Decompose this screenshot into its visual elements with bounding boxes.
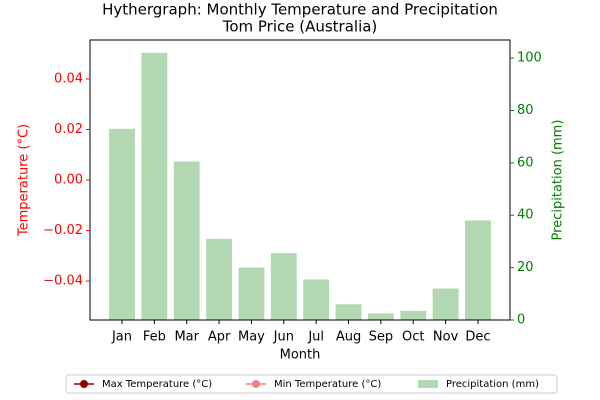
- legend-label: Max Temperature (°C): [102, 379, 212, 390]
- y-tick-label: 0.00: [54, 173, 83, 188]
- y-axis-label: Temperature (°C): [17, 124, 32, 237]
- chart-title: Hythergraph: Monthly Temperature and Pre…: [102, 1, 498, 19]
- y2-tick-label: 60: [517, 155, 534, 170]
- x-tick-label: Jan: [111, 330, 132, 345]
- x-tick-label: Apr: [208, 330, 231, 345]
- y2-tick-label: 40: [517, 208, 534, 223]
- x-tick-label: May: [238, 330, 265, 345]
- y-tick-label: 0.02: [54, 122, 83, 137]
- bar: [238, 267, 265, 320]
- legend-box: [65, 374, 558, 394]
- x-tick-label: Jul: [307, 330, 324, 345]
- y2-tick-label: 80: [517, 103, 534, 118]
- bar: [432, 288, 459, 320]
- y2-tick-label: 0: [517, 313, 525, 328]
- legend-marker: [80, 380, 88, 388]
- bar: [173, 161, 200, 320]
- x-tick-label: Nov: [433, 330, 459, 345]
- y2-tick-label: 20: [517, 260, 534, 275]
- y-tick-label: 0.04: [54, 71, 83, 86]
- x-tick-label: Dec: [465, 330, 490, 345]
- x-axis-label: Month: [280, 348, 321, 363]
- bar: [367, 313, 394, 320]
- bar: [141, 52, 168, 321]
- bar: [206, 238, 233, 320]
- bar: [465, 220, 491, 320]
- chart-subtitle: Tom Price (Australia): [222, 18, 378, 36]
- bar: [335, 304, 362, 320]
- legend-swatch: [418, 380, 438, 388]
- x-tick-label: Jun: [273, 330, 294, 345]
- bar: [109, 128, 135, 320]
- legend: Max Temperature (°C) Min Temperature (°C)…: [65, 374, 558, 394]
- y-tick-label: −0.04: [43, 274, 83, 289]
- x-tick-label: Oct: [402, 330, 424, 345]
- x-tick-label: Mar: [174, 330, 199, 345]
- x-tick-label: Sep: [369, 330, 394, 345]
- y2-axis-label: Precipitation (mm): [551, 120, 566, 241]
- bar: [270, 253, 297, 320]
- legend-marker: [252, 380, 260, 388]
- x-tick-label: Aug: [336, 330, 361, 345]
- y-tick-label: −0.02: [43, 223, 83, 238]
- y2-tick-label: 100: [517, 51, 542, 66]
- legend-label: Min Temperature (°C): [274, 379, 381, 390]
- bar: [303, 279, 330, 320]
- x-tick-label: Feb: [143, 330, 166, 345]
- legend-label: Precipitation (mm): [446, 379, 539, 390]
- bar: [400, 310, 427, 320]
